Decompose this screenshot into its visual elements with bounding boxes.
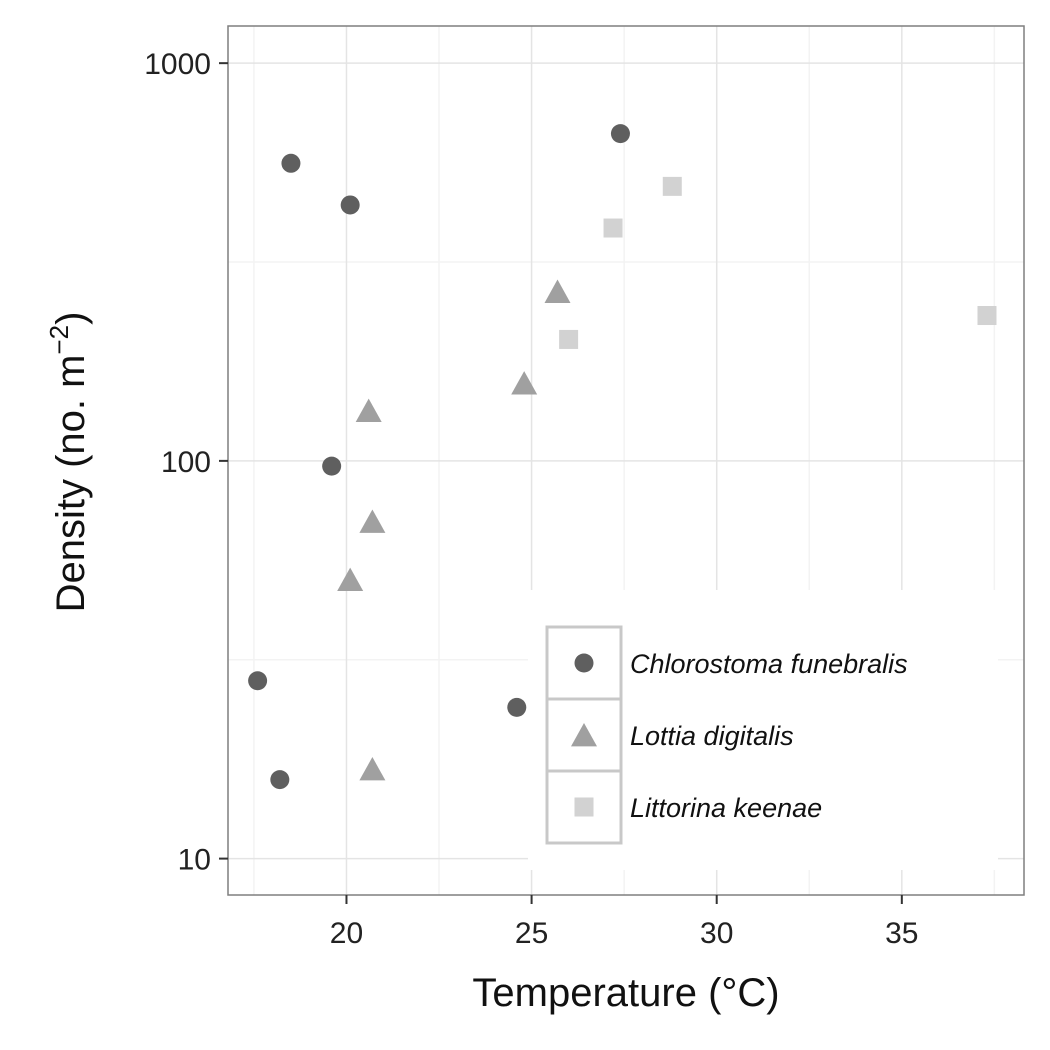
x-tick-label: 35: [885, 917, 918, 950]
y-axis-title-suffix: ): [49, 312, 93, 325]
data-point-triangle: [544, 279, 571, 303]
data-point-triangle: [359, 757, 386, 781]
data-point-circle: [507, 697, 527, 717]
x-tick-label: 25: [515, 917, 548, 950]
data-point-square: [603, 218, 623, 238]
x-tick-label: 30: [700, 917, 733, 950]
legend: Chlorostoma funebralis Lottia digitalis Li…: [528, 590, 998, 870]
data-point-triangle: [359, 509, 386, 533]
data-point-triangle: [337, 567, 364, 592]
legend-keys: Chlorostoma funebralis Lottia digitalis Li…: [545, 625, 908, 845]
x-axis-ticks: 20 25 30 35: [330, 895, 919, 950]
data-point-triangle: [355, 398, 382, 423]
data-point-triangle: [511, 371, 538, 395]
data-point-circle: [610, 124, 630, 144]
y-axis-title-superscript: −2: [44, 325, 74, 355]
data-point-circle: [270, 770, 290, 790]
data-point-circle: [340, 195, 360, 215]
y-axis-title: Density (no. m−2): [44, 312, 93, 613]
legend-key-circle: [574, 653, 594, 673]
data-point-square: [559, 329, 579, 349]
y-axis-ticks: 10 100 1000: [144, 48, 228, 877]
legend-label: Littorina keenae: [630, 793, 822, 823]
data-points: [248, 124, 997, 790]
data-point-circle: [322, 456, 342, 476]
y-tick-label: 10: [178, 844, 211, 877]
legend-label: Chlorostoma funebralis: [630, 649, 908, 679]
legend-key-square: [574, 797, 594, 817]
x-axis-title: Temperature (°C): [472, 971, 779, 1015]
data-point-circle: [281, 153, 301, 173]
y-tick-label: 1000: [144, 48, 211, 81]
x-tick-label: 20: [330, 917, 363, 950]
y-axis-title-prefix: Density (no. m: [49, 355, 93, 613]
data-point-square: [662, 176, 682, 196]
legend-label: Lottia digitalis: [630, 721, 794, 751]
data-point-square: [977, 306, 997, 326]
legend-key-triangle: [571, 723, 597, 747]
data-point-circle: [248, 671, 268, 691]
y-tick-label: 100: [161, 446, 211, 479]
